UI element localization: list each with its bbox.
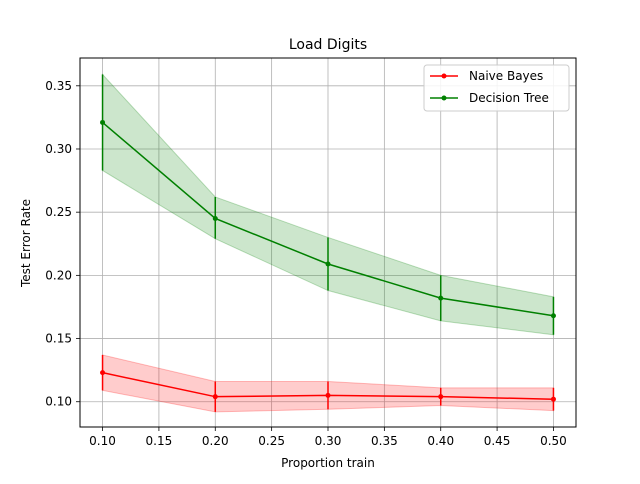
data-point-decision-tree [550,313,556,319]
data-point-decision-tree [438,295,444,301]
y-tick-label: 0.15 [45,332,72,346]
x-tick-label: 0.10 [89,434,116,448]
series-lines [100,74,556,412]
x-tick-label: 0.30 [315,434,342,448]
y-tick-label: 0.20 [45,268,72,282]
legend-label-naive-bayes: Naive Bayes [469,69,543,83]
data-point-decision-tree [212,215,218,221]
data-point-naive-bayes [550,396,556,402]
x-tick-label: 0.20 [202,434,229,448]
x-tick-label: 0.40 [427,434,454,448]
legend-marker-naive-bayes [441,73,447,79]
y-axis-label: Test Error Rate [19,199,33,288]
y-tick-label: 0.10 [45,395,72,409]
y-tick-label: 0.25 [45,205,72,219]
axis-ticks: 0.10 0.15 0.20 0.25 0.30 0.35 0.40 0.45 0.50 0.10… [45,79,567,448]
legend-label-decision-tree: Decision Tree [469,91,549,105]
data-point-naive-bayes [212,394,218,400]
y-tick-label: 0.30 [45,142,72,156]
data-point-decision-tree [325,261,331,267]
data-point-decision-tree [100,119,106,125]
y-tick-label: 0.35 [45,79,72,93]
legend-marker-decision-tree [441,95,447,101]
x-tick-label: 0.45 [484,434,511,448]
x-tick-label: 0.50 [540,434,567,448]
x-axis-label: Proportion train [281,456,375,470]
data-point-naive-bayes [100,370,106,376]
x-tick-label: 0.35 [371,434,398,448]
chart-title: Load Digits [289,37,367,53]
data-point-naive-bayes [438,394,444,400]
x-tick-label: 0.25 [258,434,285,448]
data-point-naive-bayes [325,392,331,398]
x-tick-label: 0.15 [146,434,173,448]
legend-box [423,64,570,112]
legend: Naive Bayes Decision Tree [423,64,570,112]
